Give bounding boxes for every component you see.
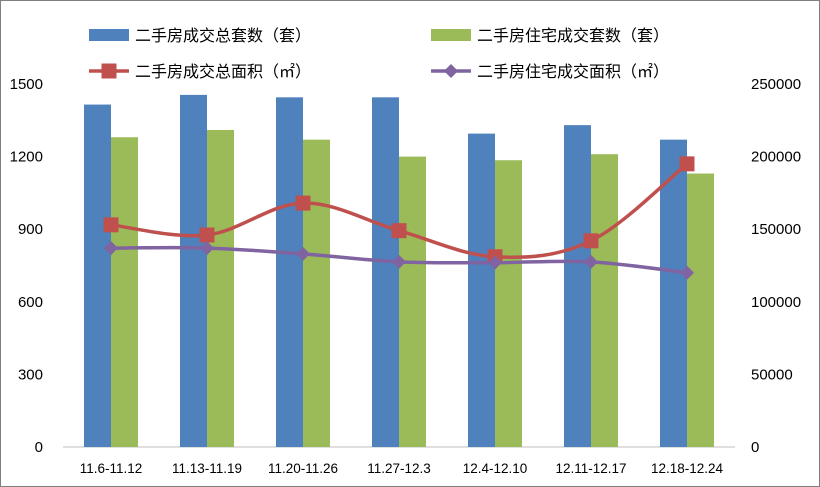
right-axis-tick-label: 250000 (751, 76, 801, 93)
category-label: 11.27-12.3 (367, 461, 431, 476)
legend-label: 二手房成交总套数（套） (135, 26, 311, 45)
data-point (295, 195, 311, 211)
legend-label: 二手房成交总面积（㎡） (135, 62, 311, 81)
data-point (488, 255, 502, 270)
data-point (584, 254, 598, 269)
bar (180, 94, 207, 447)
category-label: 12.18-12.24 (651, 461, 724, 476)
left-axis-tick-label: 900 (18, 221, 43, 238)
category-label: 11.6-11.12 (80, 461, 143, 476)
legend-label: 二手房住宅成交套数（套） (477, 26, 669, 45)
bar (84, 104, 111, 447)
axes: 0 300 600 900 1200 1500 0 50000 100000 150000 2000… (10, 76, 801, 476)
data-point (103, 217, 119, 233)
category-label: 11.20-11.26 (268, 461, 338, 476)
data-point (200, 241, 214, 256)
bar (303, 139, 330, 447)
data-point (392, 254, 406, 269)
right-axis-tick-label: 150000 (751, 221, 801, 238)
left-axis-tick-label: 1200 (10, 149, 43, 166)
legend-item: 二手房成交总面积（㎡） (89, 62, 311, 81)
right-axis-tick-label: 100000 (751, 294, 801, 311)
legend-label: 二手房住宅成交面积（㎡） (477, 62, 669, 81)
data-point (444, 64, 458, 78)
bar (276, 97, 303, 447)
left-axis-tick-label: 1500 (10, 76, 43, 93)
legend-item: 二手房住宅成交面积（㎡） (431, 62, 669, 81)
bar (399, 156, 426, 447)
data-point (296, 246, 310, 261)
category-label: 11.13-11.19 (172, 461, 242, 476)
right-axis-tick-label: 50000 (751, 366, 793, 383)
category-label: 12.11-12.17 (555, 461, 626, 476)
data-point (104, 241, 118, 256)
legend-item: 二手房成交总套数（套） (89, 26, 311, 45)
bar (111, 137, 138, 448)
data-point (391, 223, 407, 239)
bar (207, 129, 234, 448)
data-point (680, 265, 694, 280)
legend-item: 二手房住宅成交套数（套） (431, 26, 669, 45)
legend: 二手房成交总套数（套） 二手房住宅成交套数（套） 二手房成交总面积（㎡） 二手房住宅成… (89, 26, 669, 81)
data-point (679, 156, 695, 172)
legend-swatch (89, 29, 129, 41)
bar (660, 139, 687, 447)
left-axis-tick-label: 300 (18, 366, 43, 383)
bars (84, 94, 714, 448)
bar (564, 125, 591, 447)
lines (103, 156, 695, 280)
right-axis-tick-label: 0 (751, 439, 759, 456)
data-point (101, 63, 117, 79)
bar (468, 133, 495, 448)
legend-swatch (431, 29, 471, 41)
data-point (199, 227, 215, 243)
left-axis-tick-label: 600 (18, 294, 43, 311)
bar (495, 160, 522, 448)
right-axis-tick-label: 200000 (751, 149, 801, 166)
data-point (583, 233, 599, 249)
bar (372, 97, 399, 447)
category-label: 12.4-12.10 (463, 461, 528, 476)
bar (591, 154, 618, 447)
bar (687, 173, 714, 448)
left-axis-tick-label: 0 (35, 439, 43, 456)
